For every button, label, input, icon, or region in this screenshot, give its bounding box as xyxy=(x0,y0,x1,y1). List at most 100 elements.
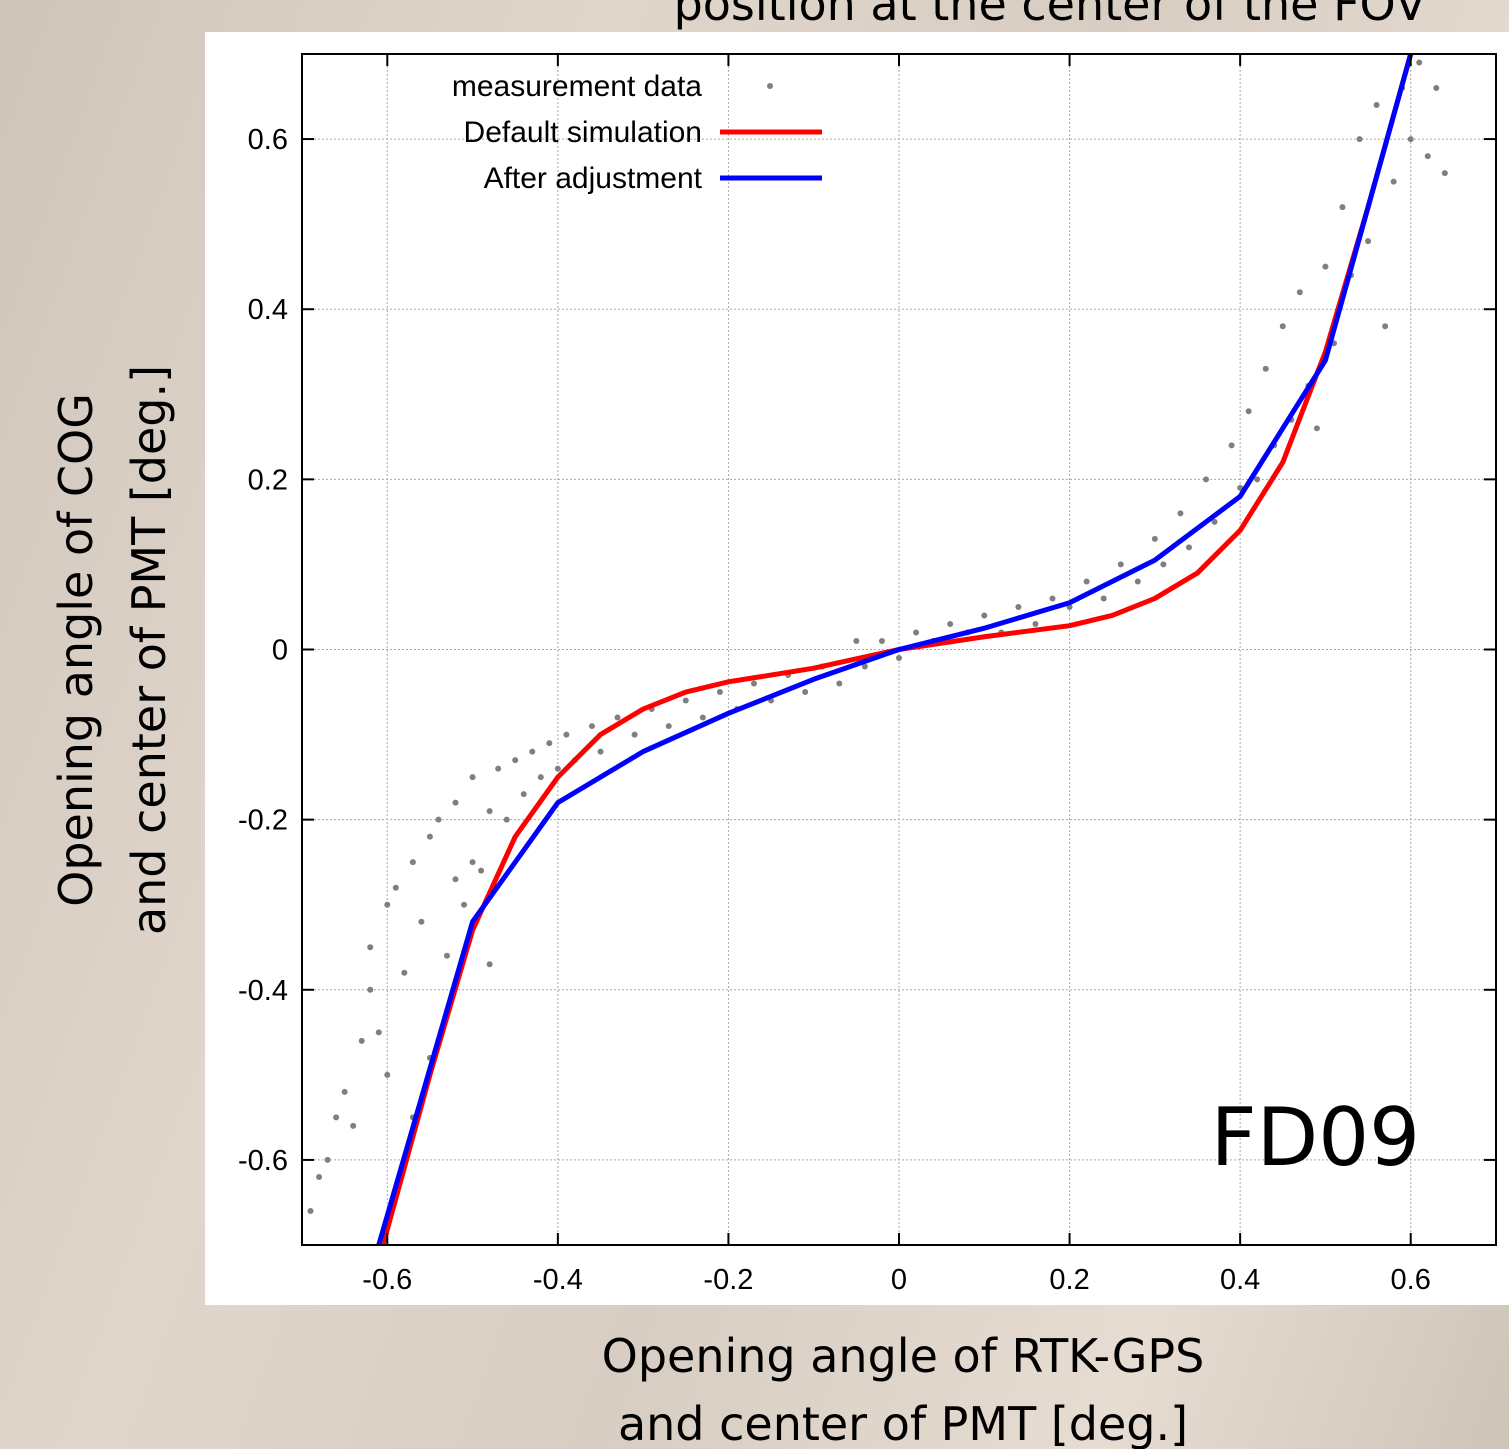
data-point xyxy=(1151,535,1158,542)
data-point xyxy=(461,901,468,908)
data-point xyxy=(367,944,374,951)
x-tick-label: 0.6 xyxy=(1391,1264,1431,1296)
x-axis-label: Opening angle of RTK-GPS xyxy=(602,1329,1205,1383)
data-point xyxy=(409,859,416,866)
data-point xyxy=(307,1207,314,1214)
data-point xyxy=(1245,408,1252,415)
data-point xyxy=(367,986,374,993)
data-point xyxy=(503,816,510,823)
y-tick-label: -0.2 xyxy=(238,805,288,837)
data-point xyxy=(1185,544,1192,551)
data-point xyxy=(384,1071,391,1078)
data-point xyxy=(418,918,425,925)
legend-label: Default simulation xyxy=(464,116,702,149)
data-point xyxy=(1100,595,1107,602)
x-tick-label: 0.4 xyxy=(1220,1264,1260,1296)
data-point xyxy=(1279,323,1286,330)
y-tick-label: -0.4 xyxy=(238,975,288,1007)
data-point xyxy=(699,714,706,721)
data-point xyxy=(554,765,561,772)
data-point xyxy=(896,655,902,662)
y-tick-label: 0.6 xyxy=(248,124,288,156)
data-point xyxy=(716,689,723,696)
data-point xyxy=(546,740,553,747)
y-tick-label: 0.2 xyxy=(248,464,288,496)
data-point xyxy=(1228,442,1235,449)
data-point xyxy=(1049,595,1056,602)
legend-label: After adjustment xyxy=(484,162,703,195)
data-point xyxy=(1134,578,1141,585)
data-point xyxy=(614,714,621,721)
data-point xyxy=(913,629,920,636)
data-point xyxy=(375,1029,382,1036)
data-point xyxy=(1083,578,1090,585)
chart-title: position at the center of the FOV xyxy=(674,0,1427,31)
data-point xyxy=(588,723,595,730)
data-point xyxy=(392,884,399,891)
data-point xyxy=(1416,59,1423,66)
data-point xyxy=(751,680,758,687)
data-point xyxy=(478,867,485,874)
data-point xyxy=(384,901,391,908)
data-point xyxy=(631,731,638,738)
data-point xyxy=(1373,102,1380,109)
data-point xyxy=(682,697,689,704)
data-point xyxy=(1160,561,1167,568)
x-axis-label: and center of PMT [deg.] xyxy=(618,1397,1188,1449)
y-tick-label: 0 xyxy=(272,635,288,667)
data-point xyxy=(495,765,502,772)
data-point xyxy=(878,637,885,644)
data-point xyxy=(1313,425,1320,432)
data-point xyxy=(1015,603,1022,610)
x-tick-label: -0.4 xyxy=(533,1264,583,1296)
data-point xyxy=(341,1088,348,1095)
data-point xyxy=(529,748,536,755)
data-point xyxy=(1382,323,1389,330)
data-point xyxy=(853,637,860,644)
legend-label: measurement data xyxy=(452,70,702,103)
data-point xyxy=(486,808,493,815)
data-point xyxy=(665,723,672,730)
x-tick-label: -0.6 xyxy=(362,1264,412,1296)
data-point xyxy=(836,680,843,687)
data-point xyxy=(1254,476,1261,483)
data-point xyxy=(1407,136,1414,143)
data-point xyxy=(1441,170,1448,177)
y-tick-label: -0.6 xyxy=(238,1145,288,1177)
data-point xyxy=(1032,620,1039,627)
data-point xyxy=(316,1173,323,1180)
data-point xyxy=(1356,136,1363,143)
data-point xyxy=(401,969,408,976)
x-tick-label: -0.2 xyxy=(703,1264,753,1296)
data-point xyxy=(435,816,442,823)
data-point xyxy=(1296,289,1303,296)
data-point xyxy=(520,791,527,798)
data-point xyxy=(333,1114,340,1121)
data-point xyxy=(469,859,476,866)
data-point xyxy=(443,952,450,959)
data-point xyxy=(324,1156,331,1163)
data-point xyxy=(563,731,570,738)
data-point xyxy=(486,961,493,968)
data-point xyxy=(981,612,988,619)
y-tick-label: 0.4 xyxy=(248,294,288,326)
y-axis-label: and center of PMT [deg.] xyxy=(122,365,176,935)
x-tick-label: 0.2 xyxy=(1049,1264,1089,1296)
data-point xyxy=(1177,510,1184,517)
y-axis-label: Opening angle of COG xyxy=(49,393,103,907)
data-point xyxy=(350,1122,357,1129)
data-point xyxy=(1117,561,1124,568)
data-point xyxy=(512,757,519,764)
data-point xyxy=(426,833,433,840)
data-point xyxy=(802,689,809,696)
data-point xyxy=(358,1037,365,1044)
data-point xyxy=(1262,365,1269,372)
data-point xyxy=(597,748,604,755)
data-point xyxy=(1433,85,1440,92)
data-point xyxy=(452,799,459,806)
data-point xyxy=(861,663,868,670)
data-point xyxy=(452,876,459,883)
data-point xyxy=(947,620,954,627)
data-point xyxy=(1424,153,1431,160)
